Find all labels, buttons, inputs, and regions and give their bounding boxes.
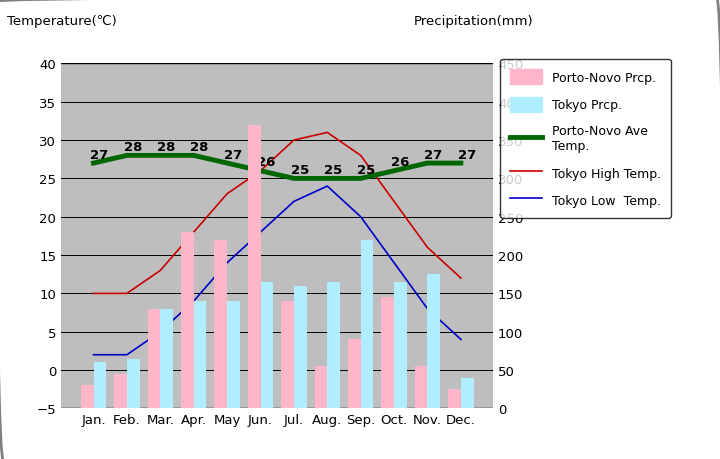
Bar <box>261 282 273 409</box>
Text: 27: 27 <box>424 148 442 162</box>
Text: Precipitation(mm): Precipitation(mm) <box>414 15 534 28</box>
Bar <box>114 374 127 409</box>
Bar <box>348 340 361 409</box>
Text: 27: 27 <box>457 148 476 162</box>
Text: 28: 28 <box>124 141 142 154</box>
Text: 26: 26 <box>257 156 276 169</box>
Text: 25: 25 <box>324 164 342 177</box>
Text: 28: 28 <box>190 141 209 154</box>
Text: 25: 25 <box>291 164 309 177</box>
Bar <box>448 389 461 409</box>
Bar <box>315 366 328 409</box>
Text: 28: 28 <box>157 141 176 154</box>
Bar <box>215 240 227 409</box>
Text: 27: 27 <box>224 148 242 162</box>
Bar <box>294 286 307 409</box>
Bar <box>382 297 394 409</box>
Bar <box>394 282 407 409</box>
Bar <box>161 309 173 409</box>
Text: 25: 25 <box>357 164 376 177</box>
Bar <box>248 125 261 409</box>
Bar <box>415 366 428 409</box>
Bar <box>181 233 194 409</box>
Bar <box>227 302 240 409</box>
Bar <box>328 282 340 409</box>
Legend: Porto-Novo Prcp., Tokyo Prcp., Porto-Novo Ave
Temp., Tokyo High Temp., Tokyo Low: Porto-Novo Prcp., Tokyo Prcp., Porto-Nov… <box>500 60 671 218</box>
Bar <box>428 274 440 409</box>
Bar <box>194 302 207 409</box>
Bar <box>361 240 374 409</box>
Bar <box>148 309 161 409</box>
Bar <box>81 386 94 409</box>
Bar <box>127 359 140 409</box>
Bar <box>94 363 107 409</box>
Text: Temperature(℃): Temperature(℃) <box>7 15 117 28</box>
Bar <box>461 378 474 409</box>
Text: 26: 26 <box>391 156 409 169</box>
Text: 27: 27 <box>90 148 109 162</box>
Bar <box>282 302 294 409</box>
